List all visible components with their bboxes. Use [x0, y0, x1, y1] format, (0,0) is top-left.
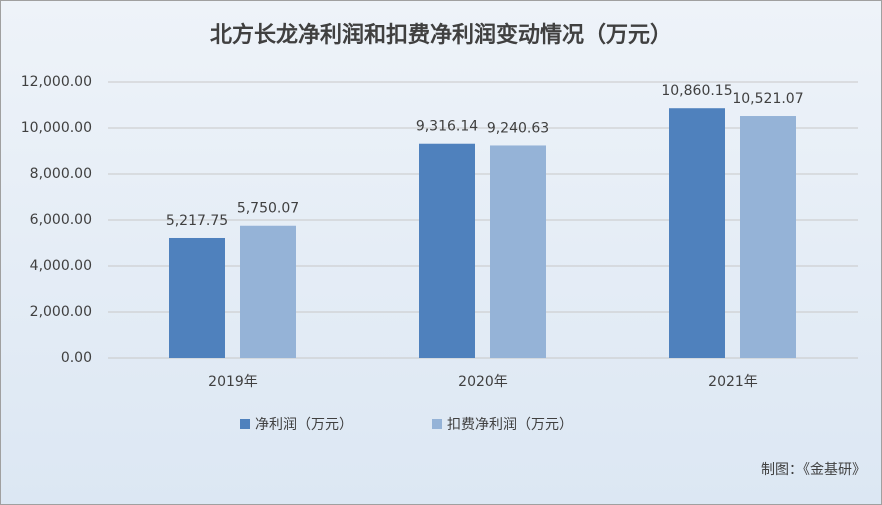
bar: [490, 145, 546, 358]
y-tick-label: 2,000.00: [30, 304, 92, 320]
bar: [169, 237, 225, 358]
legend-label: 净利润（万元）: [255, 417, 353, 433]
x-tick-label: 2020年: [458, 374, 508, 390]
bar: [419, 143, 475, 358]
value-label: 9,240.63: [487, 120, 549, 136]
value-label: 10,521.07: [732, 91, 803, 107]
value-label: 5,750.07: [237, 201, 299, 217]
y-tick-label: 10,000.00: [21, 120, 92, 136]
value-label: 9,316.14: [416, 119, 478, 135]
legend-swatch: [432, 419, 442, 429]
legend-swatch: [240, 419, 250, 429]
value-label: 10,860.15: [661, 83, 732, 99]
legend-label: 扣费净利润（万元）: [447, 417, 573, 433]
source-note: 制图：《金基研》: [761, 461, 866, 478]
y-tick-label: 12,000.00: [21, 74, 92, 90]
y-tick-label: 0.00: [61, 350, 92, 366]
y-tick-label: 4,000.00: [30, 258, 92, 274]
y-tick-label: 6,000.00: [30, 212, 92, 228]
x-tick-label: 2021年: [708, 374, 758, 390]
bar: [740, 116, 796, 359]
chart-title: 北方长龙净利润和扣费净利润变动情况（万元）: [210, 22, 672, 48]
x-tick-label: 2019年: [208, 374, 258, 390]
bar: [240, 225, 296, 358]
bar: [669, 108, 725, 358]
value-label: 5,217.75: [166, 213, 228, 229]
y-tick-label: 8,000.00: [30, 166, 92, 182]
